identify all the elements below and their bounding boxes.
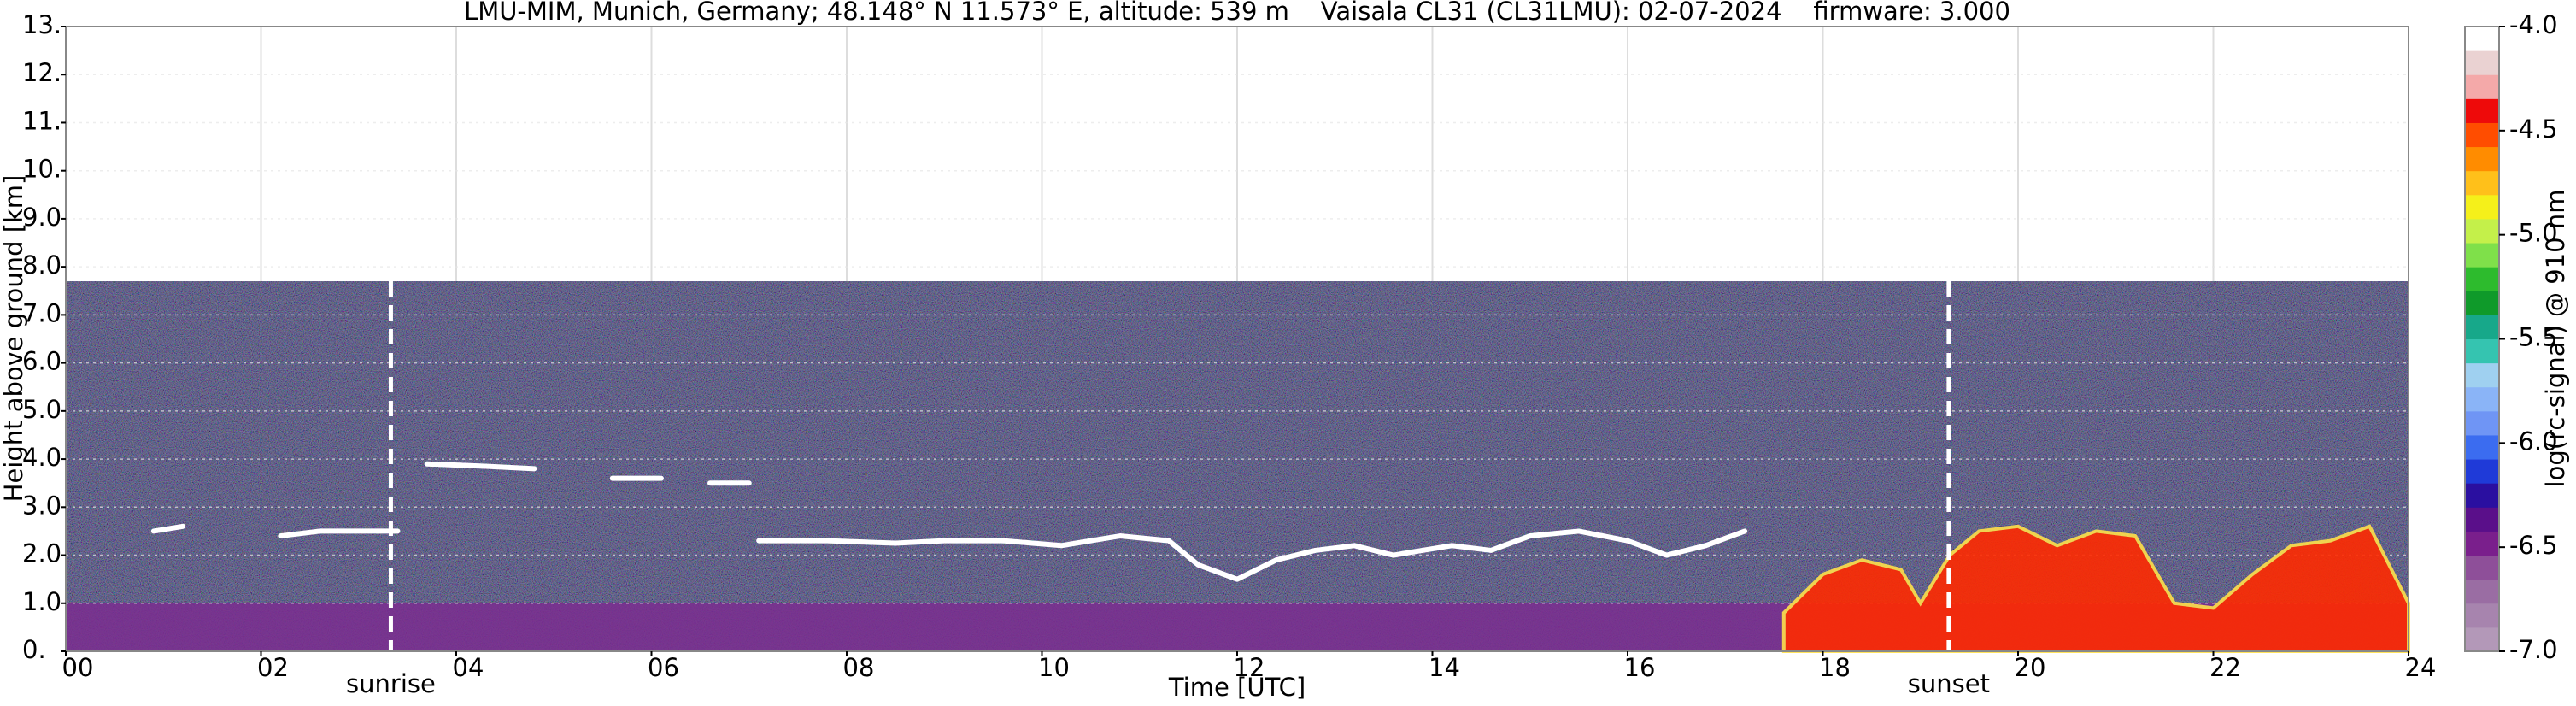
y-tick-label: 6.0 xyxy=(22,347,62,376)
colorbar-swatch xyxy=(2465,434,2499,460)
colorbar-swatch xyxy=(2465,194,2499,220)
colorbar-swatch xyxy=(2465,50,2499,75)
x-tick-label: 22 xyxy=(2209,653,2241,682)
colorbar-swatch xyxy=(2465,267,2499,291)
colorbar-tick-label: -6.0 xyxy=(2509,427,2558,456)
colorbar-tick-label: -5.0 xyxy=(2509,219,2558,248)
y-tick-label: 2.0 xyxy=(22,539,62,568)
colorbar-swatch xyxy=(2465,531,2499,556)
y-tick-label: 1.0 xyxy=(22,587,62,616)
colorbar-swatch xyxy=(2465,218,2499,244)
chart-title: LMU-MIM, Munich, Germany; 48.148° N 11.5… xyxy=(464,0,2010,26)
colorbar-swatch xyxy=(2465,507,2499,532)
colorbar-swatch xyxy=(2465,362,2499,388)
colorbar-swatch xyxy=(2465,410,2499,436)
y-tick-label: 8.0 xyxy=(22,250,62,279)
x-tick-label: 00 xyxy=(62,653,94,682)
colorbar-swatch xyxy=(2465,74,2499,99)
cloud-layer xyxy=(756,528,1748,582)
x-tick-label: 08 xyxy=(843,653,875,682)
x-tick-label: 16 xyxy=(1624,653,1656,682)
x-tick-label: 14 xyxy=(1429,653,1460,682)
colorbar-swatch xyxy=(2465,122,2499,148)
colorbar-swatch xyxy=(2465,315,2499,339)
colorbar-swatch xyxy=(2465,555,2499,580)
colorbar-swatch xyxy=(2465,338,2499,364)
annotation-label: sunset xyxy=(1908,669,1990,698)
colorbar-swatch xyxy=(2465,459,2499,484)
cloud-layer xyxy=(424,461,537,472)
colorbar-swatch xyxy=(2465,579,2499,604)
colorbar-tick-label: -6.5 xyxy=(2509,531,2558,560)
x-tick-label: 18 xyxy=(1819,653,1851,682)
y-axis-label: Height above ground [km] xyxy=(0,175,28,503)
x-tick-label: 24 xyxy=(2405,653,2437,682)
colorbar-swatch xyxy=(2465,627,2499,652)
x-axis-label: Time [UTC] xyxy=(1168,673,1306,702)
x-tick-label: 12 xyxy=(1234,653,1265,682)
colorbar-swatch xyxy=(2465,26,2499,51)
colorbar-swatch xyxy=(2465,98,2499,123)
aerosol-area xyxy=(1781,524,2410,653)
colorbar-swatch xyxy=(2465,146,2499,172)
x-tick-label: 10 xyxy=(1038,653,1070,682)
y-tick-label: 11. xyxy=(22,106,62,135)
y-tick-label: 12. xyxy=(22,58,62,87)
colorbar-swatch xyxy=(2465,243,2499,268)
y-tick-label: 9.0 xyxy=(22,203,62,232)
y-tick-label: 3.0 xyxy=(22,491,62,520)
cloud-layer xyxy=(150,523,186,534)
colorbar-tick-label: -4.5 xyxy=(2509,115,2558,144)
y-tick-label: 5.0 xyxy=(22,395,62,424)
x-tick-label: 02 xyxy=(257,653,289,682)
y-tick-label: 4.0 xyxy=(22,443,62,472)
x-tick-label: 06 xyxy=(648,653,679,682)
y-tick-label: 13. xyxy=(22,10,62,39)
y-tick-label: 10. xyxy=(22,155,62,184)
y-tick-label: 0. xyxy=(22,635,46,664)
colorbar-swatch xyxy=(2465,291,2499,315)
colorbar-swatch xyxy=(2465,483,2499,508)
annotation-label: sunrise xyxy=(346,669,436,698)
colorbar-swatch xyxy=(2465,603,2499,628)
y-tick-label: 7.0 xyxy=(22,298,62,327)
colorbar-swatch xyxy=(2465,386,2499,412)
colorbar-label: log(rc-signal) @ 910 nm xyxy=(2541,190,2570,488)
colorbar-tick-label: -7.0 xyxy=(2509,635,2558,664)
cloud-layer xyxy=(278,528,401,539)
colorbar-tick-label: -5.5 xyxy=(2509,323,2558,352)
colorbar-tick-label: -4.0 xyxy=(2509,10,2558,39)
colorbar-swatch xyxy=(2465,170,2499,196)
x-tick-label: 04 xyxy=(453,653,484,682)
x-tick-label: 20 xyxy=(2015,653,2046,682)
